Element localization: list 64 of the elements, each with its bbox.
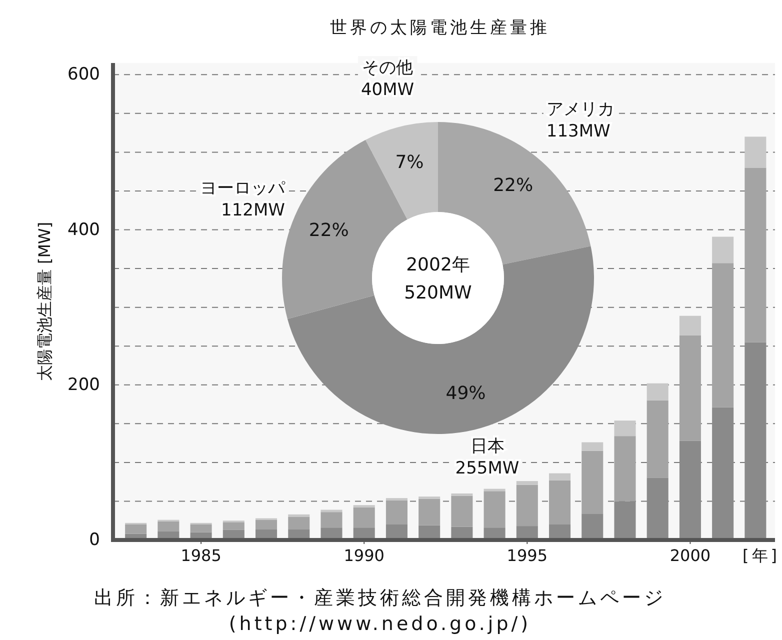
bar	[646, 478, 668, 540]
bar	[158, 521, 180, 532]
bar	[679, 316, 701, 336]
bar	[320, 512, 342, 528]
bar	[353, 507, 375, 528]
y-tick-label: 600	[68, 64, 100, 85]
bar	[646, 383, 668, 400]
chart-title: 世界の太陽電池生産量推	[330, 18, 550, 38]
bar	[744, 168, 766, 342]
x-axis-title: [年]	[742, 546, 780, 565]
data-label: 112MW	[221, 200, 286, 221]
donut-slice	[287, 246, 594, 434]
donut-slice	[366, 122, 438, 220]
bar	[516, 481, 538, 485]
annotation: 7%	[395, 152, 424, 173]
data-label: 113MW	[546, 121, 611, 142]
bar	[582, 514, 604, 540]
x-tick-label: 1985	[180, 546, 222, 565]
data-label: 40MW	[360, 80, 414, 100]
y-axis-title: 太陽電池生産量 [MW]	[35, 222, 54, 382]
bar	[712, 236, 734, 264]
bar	[451, 496, 473, 527]
x-tick-label: 1995	[506, 546, 548, 565]
bar	[256, 520, 278, 530]
text: 出所：新エネルギー・産業技術総合開発機構ホームページ	[94, 587, 666, 609]
slice-label: ヨーロッパ	[200, 178, 286, 199]
bar	[679, 335, 701, 441]
bar	[646, 400, 668, 478]
text: 2002年	[406, 254, 470, 276]
bar	[582, 442, 604, 451]
text: (http://www.nedo.go.jp/)	[228, 613, 532, 635]
bar	[484, 491, 506, 528]
bar	[614, 501, 636, 540]
y-tick-label: 200	[68, 374, 100, 395]
slice-label: アメリカ	[546, 99, 614, 120]
bar	[712, 263, 734, 408]
bar	[582, 450, 604, 514]
data-label: 255MW	[455, 458, 520, 479]
annotation: 49%	[446, 383, 486, 404]
bar	[744, 342, 766, 540]
bar	[516, 484, 538, 526]
bar	[679, 440, 701, 540]
bar	[549, 473, 571, 480]
bar	[288, 516, 310, 530]
bar	[614, 420, 636, 436]
y-tick-label: 0	[89, 530, 100, 550]
text: 520MW	[404, 282, 472, 304]
bar	[418, 498, 440, 526]
bar	[190, 524, 212, 532]
y-tick-label: 400	[68, 220, 100, 240]
bar	[451, 493, 473, 496]
bar	[744, 136, 766, 168]
bar	[125, 524, 147, 534]
bar	[712, 407, 734, 540]
slice-label: 日本	[470, 436, 504, 457]
bar	[549, 480, 571, 524]
x-tick-label: 1990	[344, 546, 384, 565]
x-tick-label: 2000	[670, 546, 711, 565]
annotation: 22%	[308, 220, 349, 241]
slice-label: その他	[362, 58, 414, 78]
bar	[386, 500, 408, 524]
annotation: 22%	[493, 175, 534, 196]
bar	[614, 436, 636, 502]
bar	[222, 522, 244, 530]
